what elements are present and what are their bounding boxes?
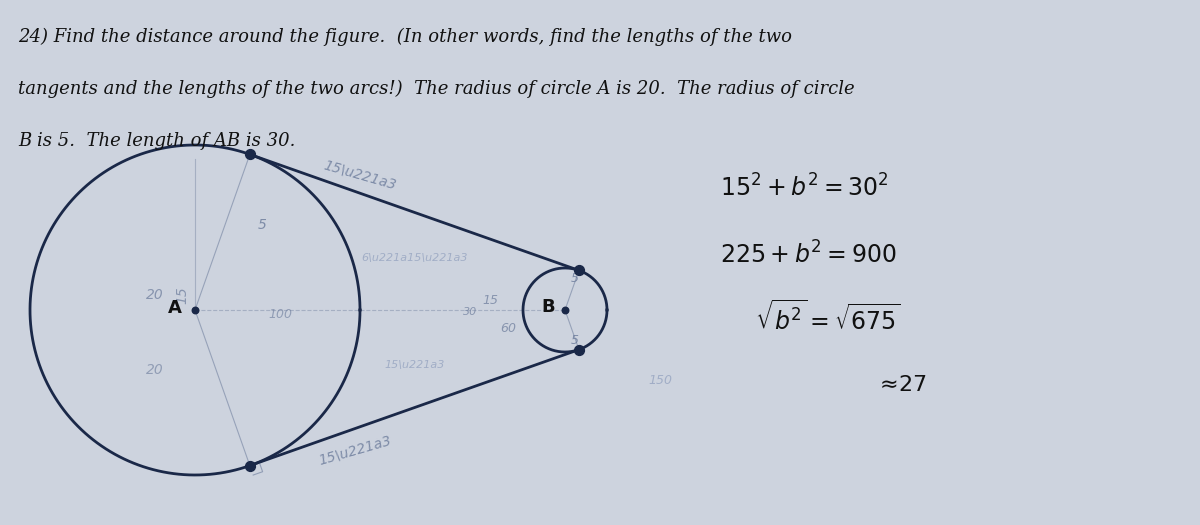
Text: 15\u221a3: 15\u221a3 — [322, 158, 398, 192]
Text: $225 + b^2 = 900$: $225 + b^2 = 900$ — [720, 242, 896, 269]
Point — [569, 345, 588, 354]
Point — [240, 461, 259, 470]
Text: A: A — [168, 299, 182, 317]
Text: 6\u221a15\u221a3: 6\u221a15\u221a3 — [361, 253, 468, 263]
Text: 150: 150 — [648, 373, 672, 386]
Text: 15: 15 — [482, 293, 498, 307]
Text: B: B — [541, 298, 554, 316]
Text: 5: 5 — [571, 271, 580, 285]
Text: B is 5.  The length of AB is 30.: B is 5. The length of AB is 30. — [18, 132, 295, 150]
Text: 20: 20 — [146, 363, 164, 377]
Text: 5: 5 — [258, 218, 266, 232]
Text: 30: 30 — [463, 307, 478, 317]
Text: $\approx\!27$: $\approx\!27$ — [875, 375, 928, 395]
Text: 15\u221a3: 15\u221a3 — [317, 433, 394, 467]
Text: 60: 60 — [500, 321, 516, 334]
Text: 100: 100 — [268, 309, 292, 321]
Point — [240, 150, 259, 159]
Text: 20: 20 — [146, 288, 164, 302]
Text: $15^2 + b^2 = 30^2$: $15^2 + b^2 = 30^2$ — [720, 174, 889, 202]
Point — [569, 266, 588, 275]
Point — [185, 306, 204, 314]
Text: 15: 15 — [175, 286, 190, 304]
Text: 24) Find the distance around the figure.  (In other words, find the lengths of t: 24) Find the distance around the figure.… — [18, 28, 792, 46]
Text: $\sqrt{b^2} = \sqrt{675}$: $\sqrt{b^2} = \sqrt{675}$ — [755, 300, 901, 335]
Point — [556, 306, 575, 314]
Text: 5: 5 — [571, 333, 580, 346]
Text: tangents and the lengths of the two arcs!)  The radius of circle A is 20.  The r: tangents and the lengths of the two arcs… — [18, 80, 854, 98]
Text: 15\u221a3: 15\u221a3 — [385, 360, 445, 370]
